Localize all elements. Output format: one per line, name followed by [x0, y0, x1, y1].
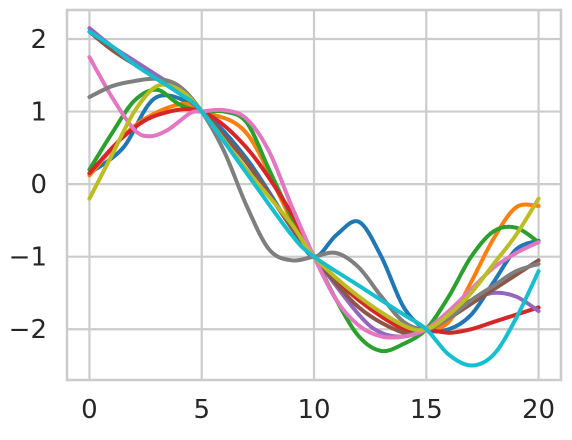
y-tick-label: −2: [9, 315, 47, 345]
x-tick-label: 10: [297, 395, 330, 425]
y-tick-label: 2: [30, 25, 47, 55]
y-tick-label: 1: [30, 98, 47, 128]
series-line-10: [87, 29, 541, 368]
x-tick-label: 5: [193, 395, 210, 425]
series-group: [87, 26, 541, 368]
x-tick-labels: 0 5 10 15 20: [81, 395, 555, 425]
series-line-7: [87, 55, 541, 340]
plot-frame: [65, 8, 563, 382]
y-tick-labels: 2 1 0 −1 −2: [9, 25, 47, 345]
x-tick-label: 15: [410, 395, 443, 425]
y-tick-label: −1: [9, 243, 47, 273]
series-line-4: [87, 107, 541, 335]
x-tick-label: 20: [522, 395, 555, 425]
x-tick-label: 0: [81, 395, 98, 425]
y-tick-label: 0: [30, 170, 47, 200]
